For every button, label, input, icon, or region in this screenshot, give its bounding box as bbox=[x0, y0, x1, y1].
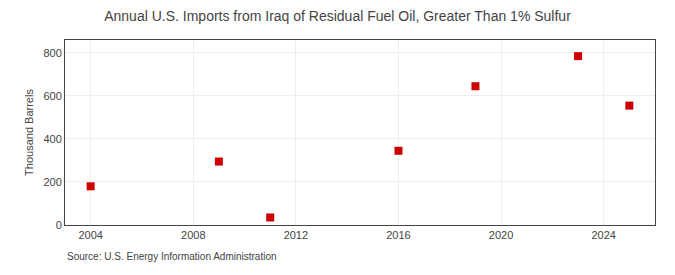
svg-text:2008: 2008 bbox=[181, 229, 205, 241]
svg-text:2020: 2020 bbox=[489, 229, 513, 241]
svg-text:2012: 2012 bbox=[284, 229, 308, 241]
svg-text:400: 400 bbox=[43, 133, 61, 145]
svg-text:0: 0 bbox=[56, 219, 62, 231]
svg-text:Annual U.S. Imports from Iraq: Annual U.S. Imports from Iraq of Residua… bbox=[104, 8, 571, 24]
svg-text:200: 200 bbox=[43, 176, 61, 188]
svg-text:Thousand Barrels: Thousand Barrels bbox=[23, 89, 35, 176]
svg-text:800: 800 bbox=[43, 47, 61, 59]
svg-text:2004: 2004 bbox=[78, 229, 102, 241]
svg-text:2016: 2016 bbox=[386, 229, 410, 241]
svg-text:600: 600 bbox=[43, 90, 61, 102]
svg-text:2024: 2024 bbox=[591, 229, 615, 241]
svg-text:Source: U.S. Energy Informatio: Source: U.S. Energy Information Administ… bbox=[67, 251, 277, 262]
